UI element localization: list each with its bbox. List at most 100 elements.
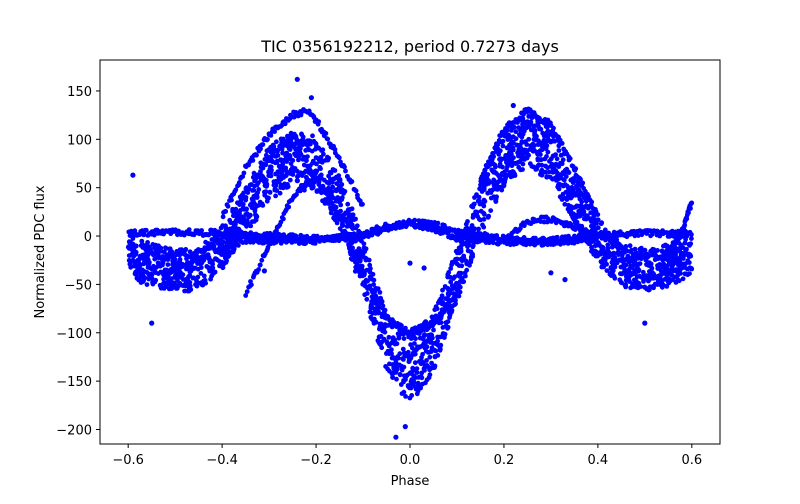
data-point (474, 211, 479, 217)
data-point (559, 141, 565, 146)
x-axis-label: Phase (391, 474, 430, 489)
data-point (326, 173, 331, 179)
data-point (274, 158, 280, 164)
data-point (356, 246, 362, 252)
data-point (442, 309, 447, 315)
data-point (576, 203, 582, 209)
data-point (680, 276, 686, 282)
data-point (521, 119, 527, 124)
data-point (580, 192, 585, 198)
data-point (364, 291, 370, 296)
data-point (580, 204, 585, 210)
data-point (329, 200, 335, 206)
data-point (640, 269, 646, 275)
data-point (177, 250, 183, 256)
x-tick-label: 0.2 (494, 453, 515, 468)
data-point (320, 147, 326, 153)
data-point (245, 190, 251, 196)
data-point (194, 252, 199, 258)
y-tick-label: −100 (56, 327, 92, 342)
data-point (130, 172, 136, 178)
data-point (618, 244, 624, 249)
data-point (259, 257, 265, 263)
data-point (513, 136, 519, 142)
data-point (671, 258, 676, 263)
data-point (573, 166, 579, 172)
data-point (602, 252, 608, 257)
data-point (249, 219, 255, 225)
data-point (223, 225, 229, 231)
data-point (199, 260, 205, 266)
data-point (402, 424, 408, 430)
data-point (560, 183, 566, 189)
data-point (507, 170, 513, 175)
data-point (353, 188, 359, 194)
data-point (267, 189, 273, 195)
data-point (174, 275, 179, 281)
data-point (571, 240, 577, 246)
data-point (352, 253, 358, 259)
data-point (440, 325, 446, 330)
data-point (336, 173, 342, 179)
data-point (244, 289, 250, 294)
data-point (497, 178, 503, 184)
data-point (578, 213, 584, 218)
data-point (622, 262, 628, 268)
data-point (250, 158, 256, 163)
data-point (325, 156, 331, 162)
data-point (353, 264, 359, 270)
data-point (514, 142, 520, 148)
data-point (435, 353, 441, 358)
data-point (507, 242, 513, 248)
data-point (445, 325, 450, 331)
data-point (633, 250, 639, 256)
data-point (397, 372, 403, 377)
data-point (219, 252, 224, 257)
data-point (390, 374, 395, 380)
data-point (364, 256, 369, 262)
data-point (610, 241, 615, 247)
data-point (456, 250, 462, 256)
data-point (592, 248, 598, 254)
data-point (294, 168, 300, 174)
data-point (376, 309, 381, 314)
data-point (265, 137, 270, 142)
data-point (539, 167, 545, 173)
data-point (452, 259, 457, 265)
data-point (480, 183, 486, 189)
data-point (543, 130, 549, 136)
data-point (539, 143, 545, 149)
data-point (286, 146, 292, 152)
data-point (619, 280, 624, 286)
data-point (470, 204, 476, 210)
data-point (517, 132, 522, 138)
data-point (490, 187, 495, 193)
data-point (470, 215, 476, 220)
data-point (310, 133, 315, 139)
data-point (659, 249, 665, 254)
data-point (657, 233, 663, 239)
data-point (570, 187, 576, 193)
data-point (412, 360, 418, 366)
data-point (488, 208, 494, 214)
data-point (432, 307, 438, 313)
data-point (146, 261, 152, 267)
data-point (548, 139, 554, 145)
data-point (595, 217, 601, 223)
data-point (377, 290, 383, 295)
data-point (205, 246, 211, 252)
data-point (144, 282, 150, 287)
data-point (187, 269, 193, 275)
data-point (386, 322, 391, 328)
data-point (409, 393, 415, 398)
data-point (650, 270, 655, 276)
data-point (182, 248, 187, 254)
data-point (665, 268, 671, 273)
data-point (250, 197, 256, 203)
data-point (480, 171, 486, 177)
data-point (155, 251, 160, 257)
data-point (399, 367, 405, 373)
data-point (638, 284, 644, 289)
data-point (248, 223, 254, 229)
data-point (281, 167, 287, 173)
